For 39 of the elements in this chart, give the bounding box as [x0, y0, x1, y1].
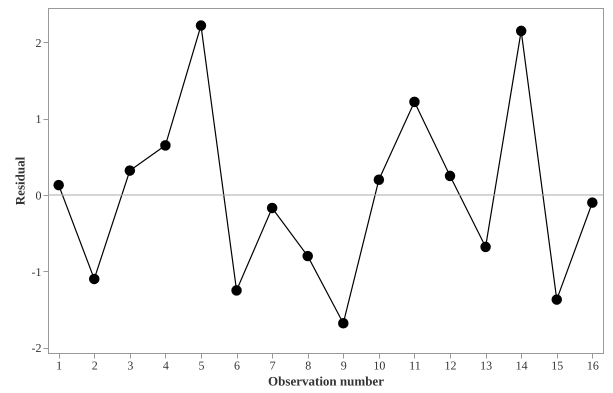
x-tick-label: 10: [373, 358, 386, 372]
x-axis-title: Observation number: [268, 374, 384, 388]
x-tick-label: 15: [551, 358, 564, 372]
point: [444, 170, 456, 182]
x-tick-label: 2: [92, 358, 98, 372]
point: [124, 165, 136, 176]
x-tick-label: 8: [305, 358, 312, 372]
point: [231, 285, 242, 296]
point: [53, 180, 64, 190]
x-tick-label: 7: [270, 358, 276, 372]
point: [409, 96, 420, 108]
x-tick-label: 14: [516, 358, 528, 372]
x-tick-label: 16: [586, 358, 599, 372]
point: [160, 140, 171, 151]
y-axis-title: Residual: [12, 156, 28, 206]
point: [516, 26, 526, 36]
x-tick-label: 6: [234, 358, 240, 372]
y-tick-label: 0: [36, 188, 42, 202]
y-tick-label: -2: [32, 341, 42, 356]
point: [552, 294, 562, 305]
point: [374, 174, 384, 185]
y-tick-label: -1: [32, 264, 42, 279]
x-tick-label: 5: [198, 358, 204, 372]
x-tick-label: 11: [409, 358, 421, 372]
x-tick-label: 9: [340, 358, 347, 372]
y-tick-label: 1: [36, 112, 42, 126]
point: [338, 318, 349, 328]
point: [266, 202, 278, 214]
point: [196, 20, 206, 31]
point: [89, 274, 100, 284]
point: [480, 242, 491, 252]
x-tick-label: 3: [127, 358, 134, 372]
y-tick-label: 2: [36, 36, 42, 50]
x-tick-label: 12: [444, 358, 457, 372]
point: [302, 250, 313, 262]
point: [587, 197, 598, 208]
x-tick-label: 1: [56, 358, 62, 372]
x-tick-label: 13: [480, 358, 492, 372]
x-tick-label: 4: [162, 358, 169, 372]
